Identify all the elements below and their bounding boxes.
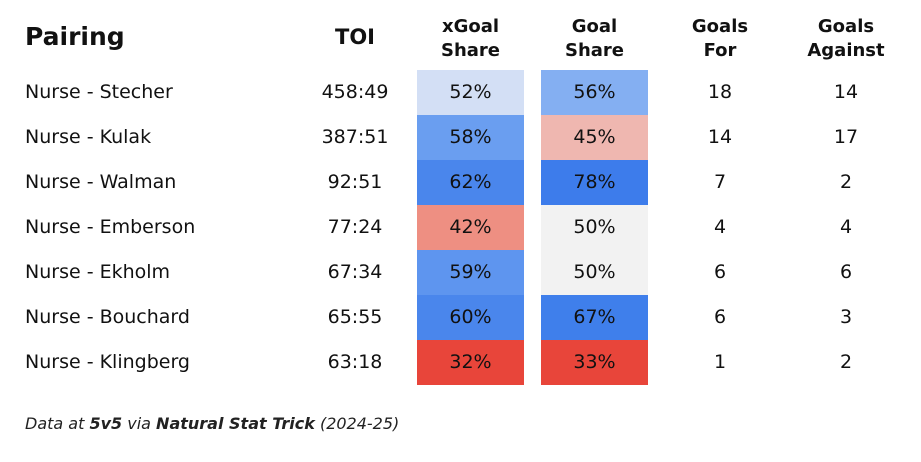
footnote-part: (2024-25) — [314, 414, 400, 433]
table-cell: 45% — [541, 115, 648, 160]
table-cell: 60% — [417, 295, 524, 340]
footnote-part: Natural Stat Trick — [156, 414, 315, 433]
table-cell: 52% — [417, 70, 524, 115]
column-header: Goal Share — [541, 15, 648, 63]
column-header: TOI — [305, 25, 405, 49]
table-cell: 63:18 — [327, 351, 383, 373]
table-cell: 65:55 — [327, 306, 383, 328]
footnote-part: 5v5 — [89, 414, 123, 433]
table-cell: 387:51 — [321, 126, 389, 148]
column-header: Goals Against — [786, 15, 906, 63]
table-cell: 6 — [713, 306, 727, 328]
table-cell: 67% — [541, 295, 648, 340]
table-cell: 50% — [541, 205, 648, 250]
table-cell: 33% — [541, 340, 648, 385]
table-cell: 14 — [833, 81, 859, 103]
table-cell: 78% — [541, 160, 648, 205]
table-cell: 77:24 — [327, 216, 383, 238]
table-cell: 58% — [417, 115, 524, 160]
pairing-name: Nurse - Kulak — [25, 126, 152, 148]
table-cell: 50% — [541, 250, 648, 295]
header-line: Goals — [691, 16, 749, 37]
column-header: Goals For — [660, 15, 780, 63]
header-line: For — [703, 40, 737, 61]
table-cell: 458:49 — [321, 81, 389, 103]
column-header: xGoal Share — [417, 15, 524, 63]
footnote-part: Data at — [25, 414, 90, 433]
table-cell: 18 — [707, 81, 733, 103]
table-cell: 14 — [707, 126, 733, 148]
table-cell: 2 — [839, 351, 853, 373]
header-line: Share — [440, 40, 500, 61]
pairing-name: Nurse - Ekholm — [25, 261, 171, 283]
table-cell: 67:34 — [327, 261, 383, 283]
table-cell: 3 — [839, 306, 853, 328]
table-cell: 6 — [713, 261, 727, 283]
footnote-part: via — [122, 414, 157, 433]
header-line: Share — [564, 40, 624, 61]
table-cell: 59% — [417, 250, 524, 295]
column-header: Pairing — [25, 22, 315, 51]
table-cell: 2 — [839, 171, 853, 193]
header-line: Pairing — [25, 22, 125, 51]
table-cell: 42% — [417, 205, 524, 250]
table-cell: 17 — [833, 126, 859, 148]
header-line: xGoal — [441, 16, 500, 37]
pairing-name: Nurse - Bouchard — [25, 306, 190, 328]
table-cell: 4 — [839, 216, 853, 238]
table-cell: 7 — [713, 171, 727, 193]
header-line: Goals — [817, 16, 875, 37]
table-cell: 1 — [713, 351, 727, 373]
table-cell: 4 — [713, 216, 727, 238]
table-cell: 92:51 — [327, 171, 383, 193]
footnote: Data at 5v5 via Natural Stat Trick (2024… — [25, 414, 399, 433]
header-line: Against — [807, 40, 885, 61]
header-line: TOI — [335, 25, 375, 49]
pairing-name: Nurse - Emberson — [25, 216, 196, 238]
header-line: Goal — [571, 16, 618, 37]
table-cell: 56% — [541, 70, 648, 115]
table-cell: 62% — [417, 160, 524, 205]
table-cell: 32% — [417, 340, 524, 385]
pairing-name: Nurse - Klingberg — [25, 351, 190, 373]
table-cell: 6 — [839, 261, 853, 283]
pairing-name: Nurse - Stecher — [25, 81, 173, 103]
pairing-name: Nurse - Walman — [25, 171, 177, 193]
